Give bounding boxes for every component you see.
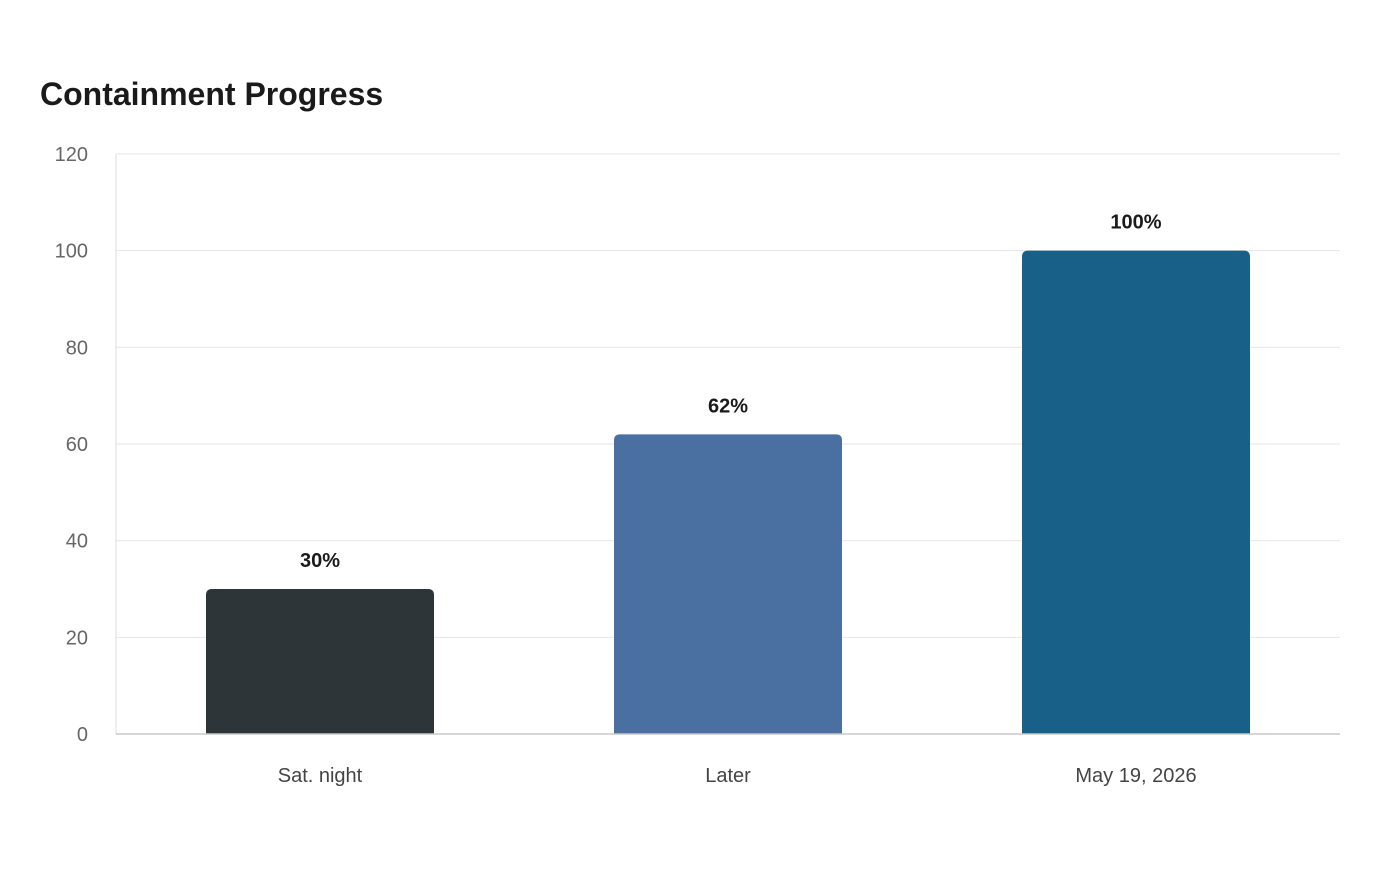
y-tick-label: 100 xyxy=(55,241,88,263)
y-axis-ticks: 0 20 40 60 80 100 120 xyxy=(55,144,88,746)
y-tick-label: 80 xyxy=(66,337,88,359)
bars xyxy=(206,250,1250,734)
y-tick-label: 120 xyxy=(55,144,88,166)
x-category-label: Sat. night xyxy=(278,765,363,787)
x-category-label: Later xyxy=(705,765,751,787)
y-tick-label: 0 xyxy=(77,724,88,746)
y-tick-label: 40 xyxy=(66,531,88,553)
y-tick-label: 60 xyxy=(66,434,88,456)
data-label: 100% xyxy=(1110,212,1161,234)
x-category-label: May 19, 2026 xyxy=(1075,765,1196,787)
x-axis-categories: Sat. night Later May 19, 2026 xyxy=(278,765,1197,787)
bar xyxy=(206,589,434,734)
data-labels: 30% 62% 100% xyxy=(300,212,1162,572)
bar xyxy=(614,434,842,734)
chart-title: Containment Progress xyxy=(40,76,384,112)
data-label: 30% xyxy=(300,550,340,572)
y-tick-label: 20 xyxy=(66,627,88,649)
bar xyxy=(1022,250,1250,734)
data-label: 62% xyxy=(708,395,748,417)
